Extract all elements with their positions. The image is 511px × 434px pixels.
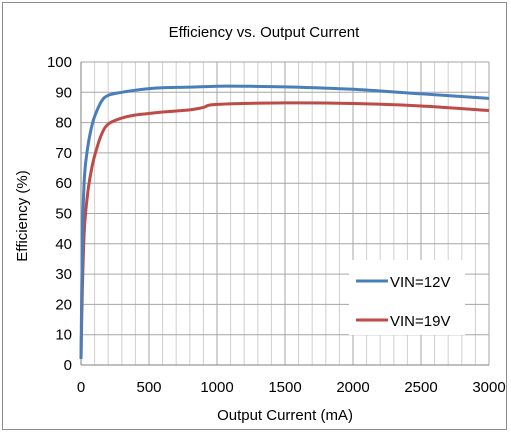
y-tick-label: 30	[55, 266, 72, 283]
y-tick-label: 40	[55, 236, 72, 253]
x-axis-label: Output Current (mA)	[217, 407, 353, 424]
y-tick-label: 0	[64, 357, 72, 374]
legend-label: VIN=12V	[390, 274, 450, 291]
y-tick-labels: 0 10 20 30 40 50 60 70 80 90 100	[47, 54, 72, 374]
legend-background	[349, 260, 465, 335]
x-tick-label: 0	[77, 379, 85, 396]
x-tick-label: 3000	[472, 379, 505, 396]
y-tick-label: 20	[55, 296, 72, 313]
x-tick-label: 2000	[336, 379, 369, 396]
series-line-vin-12v	[79, 84, 490, 359]
series-line-vin-19v	[79, 101, 490, 359]
x-tick-label: 1500	[268, 379, 301, 396]
y-tick-label: 90	[55, 84, 72, 101]
series-lines	[79, 84, 490, 359]
y-tick-label: 70	[55, 145, 72, 162]
x-tick-label: 500	[136, 379, 161, 396]
legend: VIN=12V VIN=19V	[349, 260, 465, 335]
x-tick-labels: 0 500 1000 1500 2000 2500 3000	[77, 379, 506, 396]
y-axis-label: Efficiency (%)	[14, 170, 31, 261]
y-tick-label: 80	[55, 115, 72, 132]
y-tick-label: 100	[47, 54, 72, 71]
chart-title: Efficiency vs. Output Current	[169, 24, 360, 41]
y-tick-label: 10	[55, 327, 72, 344]
x-tick-label: 1000	[200, 379, 233, 396]
y-tick-label: 60	[55, 175, 72, 192]
y-tick-label: 50	[55, 206, 72, 223]
x-tick-label: 2500	[404, 379, 437, 396]
legend-label: VIN=19V	[390, 313, 450, 330]
